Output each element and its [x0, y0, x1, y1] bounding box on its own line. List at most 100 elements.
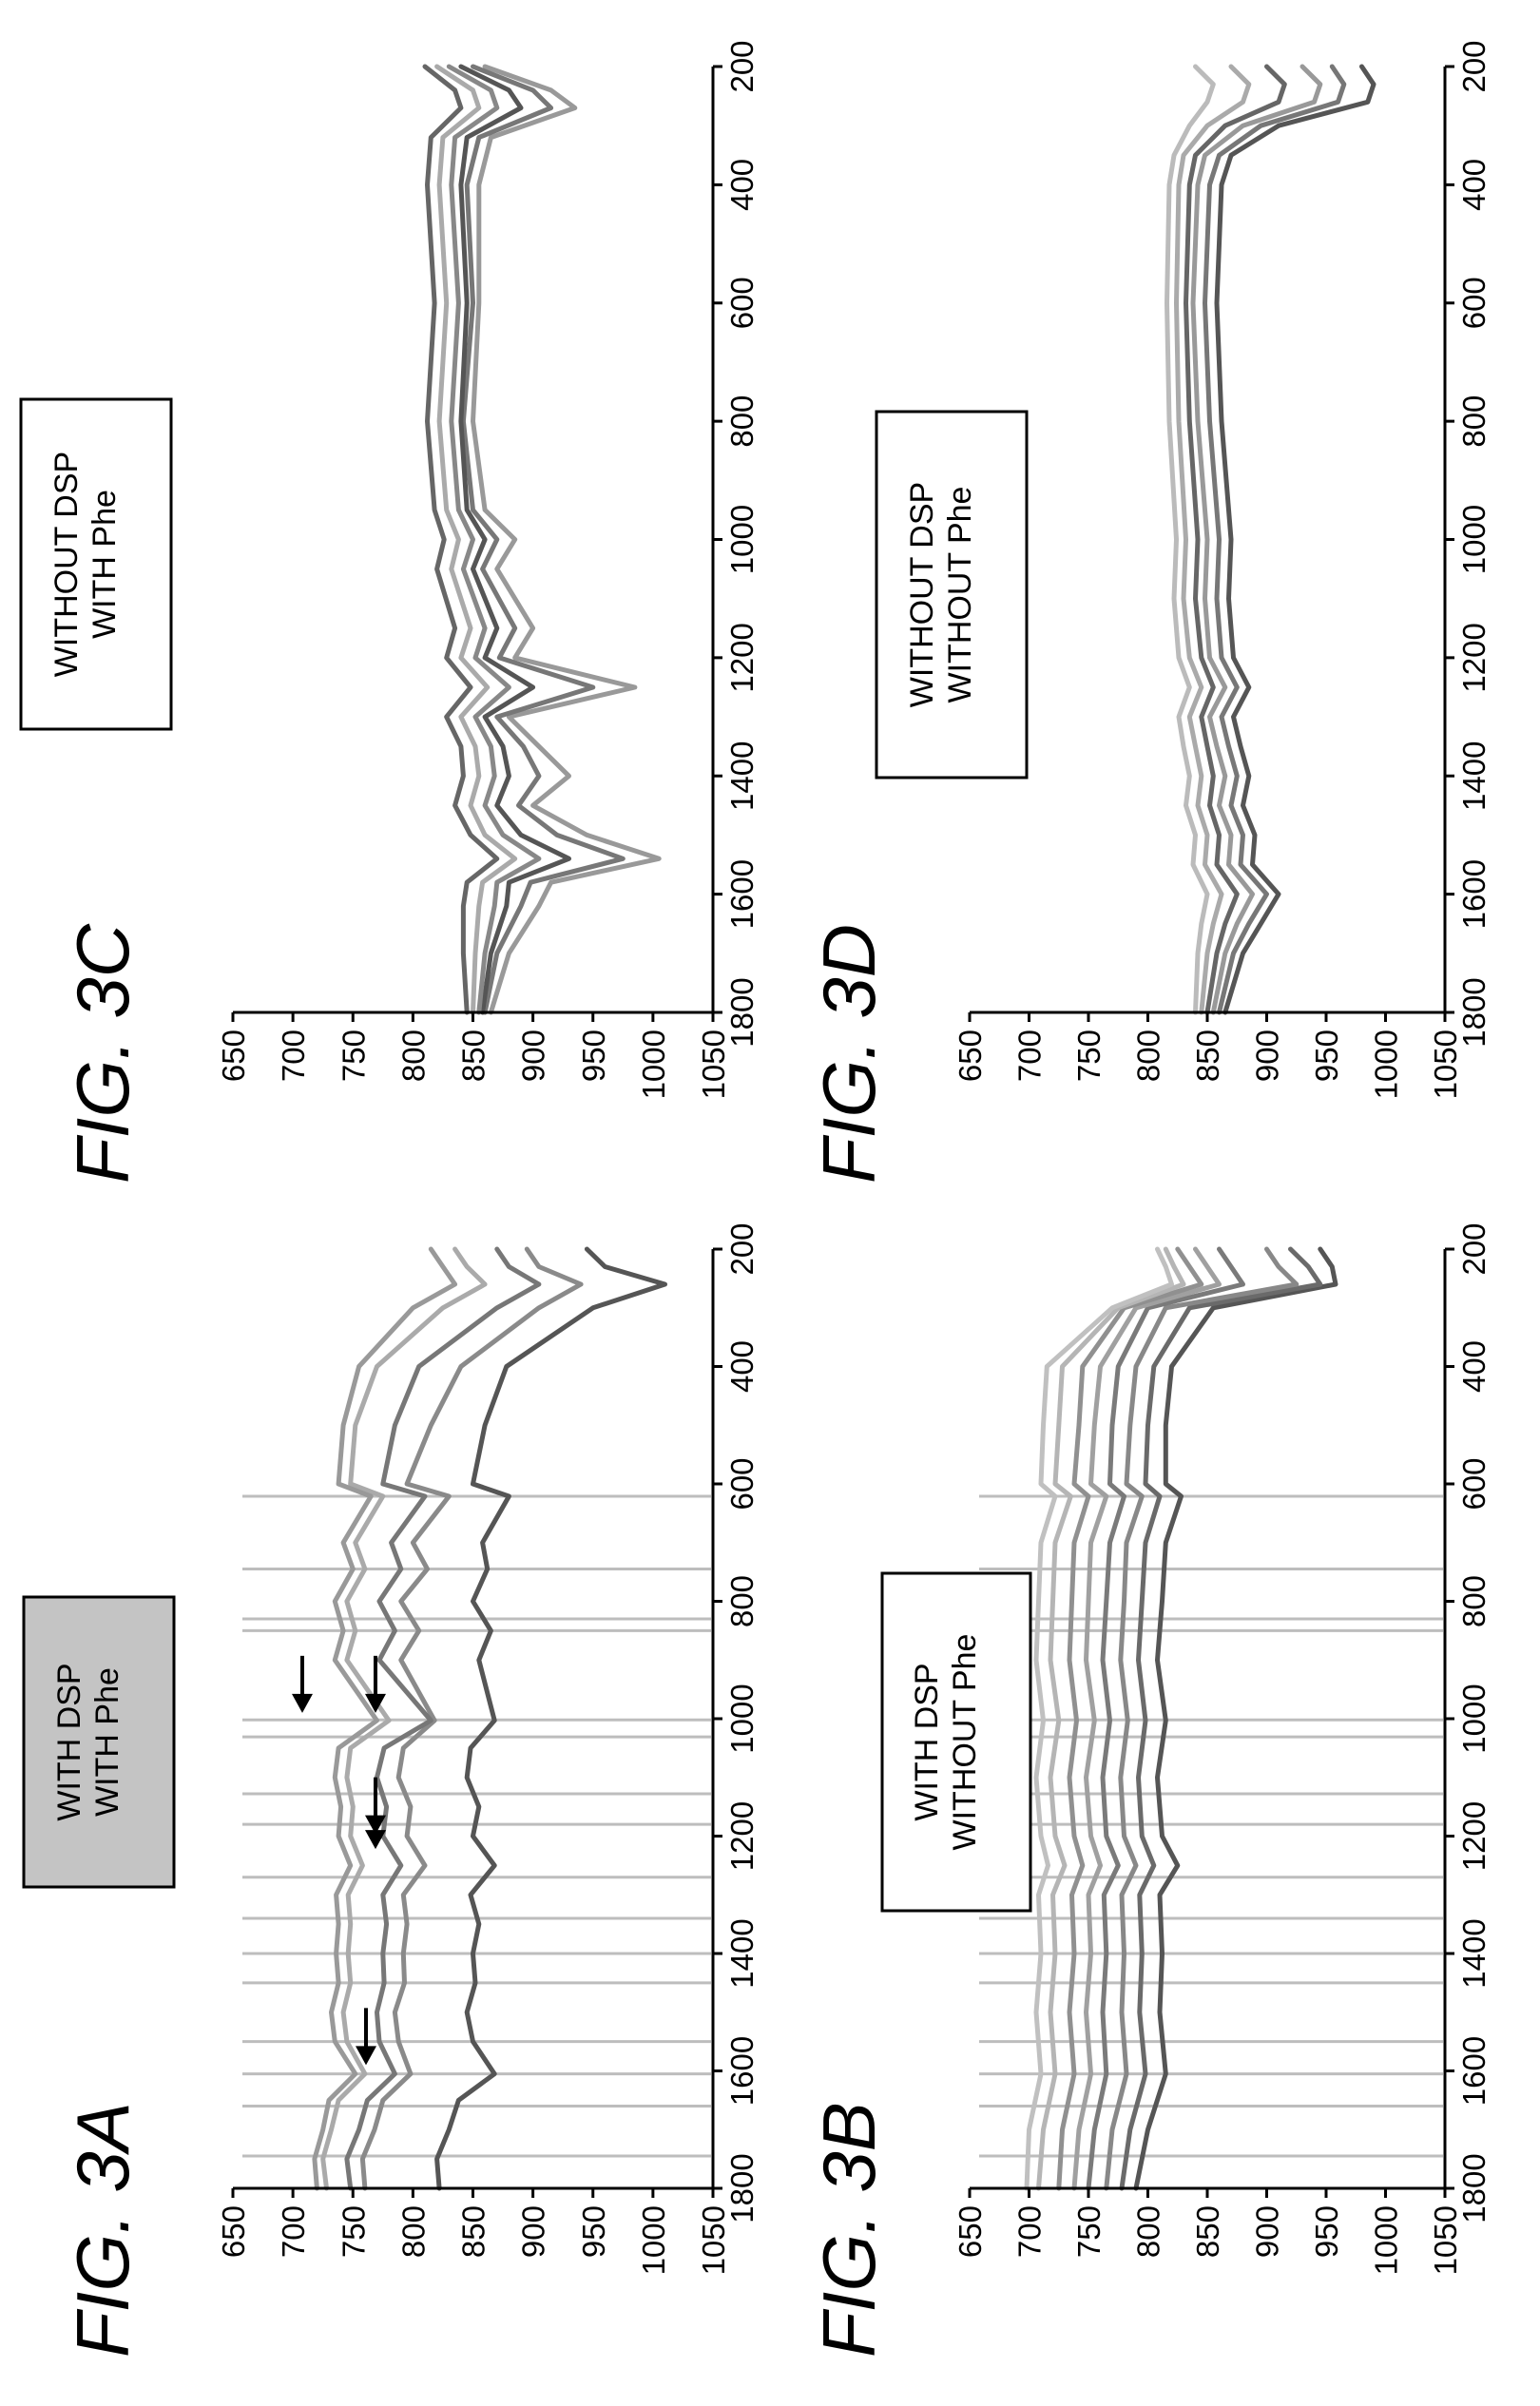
annotation-arrow: [356, 2008, 376, 2066]
series-line-1: [471, 64, 662, 1015]
x-tick-label: 1800: [1456, 2153, 1492, 2223]
y-tick-label: 1050: [1428, 1030, 1463, 1099]
x-tick-label: 1800: [1456, 977, 1492, 1047]
series-line-3: [1104, 1246, 1299, 2191]
x-tick-label: 1400: [1456, 1918, 1492, 1988]
series-line-1: [1133, 1246, 1338, 2191]
figure-label: FIG. 3C: [61, 923, 144, 1184]
y-tick-label: 850: [456, 1030, 491, 1082]
y-tick-label: 650: [953, 1030, 988, 1082]
y-tick-label: 800: [395, 1030, 431, 1082]
figure-label: FIG. 3B: [807, 2102, 891, 2358]
x-tick-label: 600: [724, 277, 760, 329]
series-line-4: [446, 64, 542, 1015]
y-tick-label: 850: [1190, 1030, 1225, 1082]
y-tick-label: 900: [1250, 2205, 1285, 2258]
legend-text: WITH DSP: [909, 1663, 945, 1820]
y-tick-label: 800: [395, 2205, 431, 2258]
annotation-arrow: [365, 1655, 386, 1713]
series-line-3: [458, 64, 571, 1015]
y-tick-label: 950: [576, 2205, 611, 2258]
series-line-5: [1071, 1246, 1222, 2191]
x-tick-label: 1400: [1456, 741, 1492, 811]
x-tick-label: 200: [1456, 40, 1492, 92]
y-tick-label: 850: [456, 2205, 491, 2258]
x-tick-label: 1000: [724, 1684, 760, 1753]
series-line-4: [1086, 1246, 1245, 2191]
y-tick-label: 650: [216, 1030, 251, 1082]
series-line-6: [422, 64, 500, 1015]
x-tick-label: 400: [724, 159, 760, 211]
y-tick-label: 900: [1250, 1030, 1285, 1082]
x-tick-label: 1800: [724, 977, 760, 1047]
legend-box: WITH DSP WITHOUT Phe: [880, 1571, 1032, 1913]
y-tick-label: 850: [1190, 2205, 1225, 2258]
y-tick-label: 1000: [636, 1030, 671, 1099]
y-tick-label: 950: [1309, 2205, 1344, 2258]
y-tick-label: 800: [1131, 1030, 1166, 1082]
x-tick-label: 800: [724, 395, 760, 448]
x-tick-label: 400: [724, 1340, 760, 1393]
panel-3b: 650 700 750 800 850 900 950 1000 1050 200 400 600 80…: [807, 1222, 1492, 2358]
legend-text: WITHOUT Phe: [942, 487, 978, 703]
y-tick-label: 750: [1071, 1030, 1107, 1082]
legend-text: WITH Phe: [89, 1667, 125, 1817]
series-line-1: [434, 1246, 667, 2191]
x-tick-label: 800: [1456, 1575, 1492, 1627]
x-tick-label: 1200: [1456, 623, 1492, 692]
y-tick-label: 650: [216, 2205, 251, 2258]
legend-text: WITHOUT DSP: [48, 452, 85, 677]
x-tick-label: 200: [724, 40, 760, 92]
series-line-4: [320, 1246, 488, 2191]
x-tick-label: 400: [1456, 1340, 1492, 1393]
legend-box: WITHOUT DSP WITHOUT Phe: [875, 410, 1029, 780]
x-tick-label: 1600: [724, 859, 760, 929]
series-line-3: [344, 1246, 542, 2191]
y-tick-label: 700: [276, 1030, 311, 1082]
series-line-1: [1214, 64, 1376, 1015]
x-tick-label: 1200: [724, 1801, 760, 1871]
legend-box: WITH DSP WITH Phe: [22, 1595, 176, 1889]
y-tick-label: 800: [1131, 2205, 1166, 2258]
series-line-6: [1165, 64, 1216, 1015]
figure-label: FIG. 3D: [807, 924, 891, 1184]
panel-3c: 650 700 750 800 850 900 950 1000 1050 200 400 600 80…: [19, 40, 760, 1184]
series-line-5: [434, 64, 518, 1015]
annotation-arrow: [292, 1655, 313, 1713]
y-tick-label: 900: [516, 2205, 551, 2258]
y-tick-label: 1050: [696, 1030, 731, 1099]
y-tick-label: 750: [1071, 2205, 1107, 2258]
y-tick-label: 700: [1012, 2205, 1048, 2258]
x-tick-label: 800: [724, 1575, 760, 1627]
y-tick-label: 700: [1012, 1030, 1048, 1082]
y-tick-label: 950: [1309, 1030, 1344, 1082]
y-tick-label: 1000: [1369, 2205, 1404, 2275]
x-tick-label: 800: [1456, 395, 1492, 448]
y-tick-label: 1050: [1428, 2205, 1463, 2275]
legend-box: WITHOUT DSP WITH Phe: [19, 397, 173, 731]
x-tick-label: 1600: [724, 2036, 760, 2106]
y-tick-label: 750: [336, 2205, 371, 2258]
legend-text: WITHOUT Phe: [947, 1634, 983, 1851]
annotation-arrow: [365, 1792, 386, 1850]
panel-3d: 650 700 750 800 850 900 950 1000 1050 200 400 600 80…: [807, 40, 1492, 1184]
x-tick-label: 1000: [724, 505, 760, 574]
series-line-6: [1056, 1246, 1204, 2191]
x-tick-label: 1600: [1456, 2036, 1492, 2106]
figure-label: FIG. 3A: [61, 2102, 144, 2358]
series-line-2: [1203, 64, 1347, 1015]
y-tick-label: 700: [276, 2205, 311, 2258]
y-tick-label: 900: [516, 1030, 551, 1082]
series-line-2: [359, 1246, 584, 2191]
x-tick-label: 1000: [1456, 1684, 1492, 1753]
x-tick-label: 1200: [1456, 1801, 1492, 1871]
series-line-3: [1190, 64, 1323, 1015]
legend-text: WITHOUT DSP: [904, 482, 940, 707]
x-tick-label: 200: [1456, 1222, 1492, 1275]
x-tick-label: 1800: [724, 2153, 760, 2223]
x-tick-label: 1000: [1456, 505, 1492, 574]
y-tick-label: 1000: [636, 2205, 671, 2275]
series-line-7: [1036, 1246, 1186, 2191]
series-line-2: [460, 64, 626, 1015]
